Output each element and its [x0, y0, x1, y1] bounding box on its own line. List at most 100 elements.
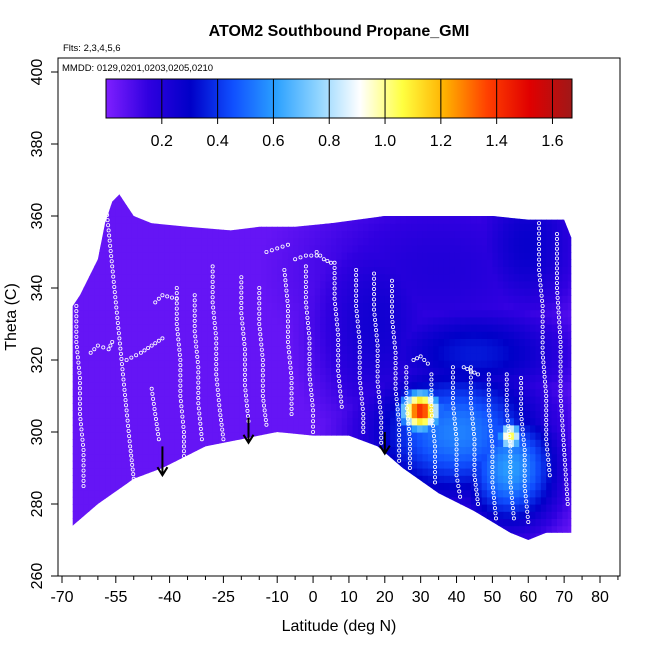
heatmap-cell — [223, 381, 230, 390]
heatmap-cell — [390, 453, 397, 462]
heatmap-cell — [438, 338, 445, 347]
heatmap-cell — [72, 496, 79, 505]
heatmap-cell — [374, 216, 381, 224]
heatmap-cell — [88, 338, 95, 347]
heatmap-cell — [357, 331, 364, 339]
heatmap-cell — [567, 244, 572, 253]
heatmap-cell — [417, 324, 424, 332]
heatmap-cell — [363, 309, 370, 318]
heatmap-cell — [530, 388, 537, 397]
heatmap-cell — [487, 504, 493, 512]
heatmap-cell — [470, 280, 477, 289]
heatmap-cell — [363, 280, 370, 289]
heatmap-cell — [218, 432, 224, 440]
heatmap-cell — [535, 496, 542, 505]
heatmap-cell — [137, 446, 144, 455]
heatmap-cell — [497, 468, 504, 476]
heatmap-cell — [180, 410, 187, 419]
heatmap-cell — [417, 381, 424, 390]
heatmap-cell — [487, 475, 493, 483]
heatmap-cell — [196, 417, 203, 426]
heatmap-cell — [293, 345, 300, 354]
heatmap-cell — [556, 338, 563, 347]
heatmap-cell — [427, 216, 434, 224]
heatmap-cell — [255, 273, 262, 282]
heatmap-cell — [567, 352, 572, 361]
heatmap-cell — [497, 259, 504, 267]
heatmap-cell — [400, 439, 407, 447]
heatmap-cell — [481, 302, 488, 311]
heatmap-cell — [395, 244, 402, 253]
heatmap-cell — [223, 367, 230, 375]
heatmap-cell — [105, 331, 112, 339]
heatmap-cell — [508, 273, 515, 282]
heatmap-cell — [336, 302, 343, 311]
heatmap-cell — [201, 360, 208, 368]
heatmap-cell — [481, 216, 488, 224]
heatmap-cell — [320, 302, 327, 311]
heatmap-cell — [314, 309, 321, 318]
heatmap-cell — [438, 216, 445, 224]
heatmap-cell — [481, 432, 488, 440]
heatmap-cell — [524, 244, 531, 253]
heatmap-cell — [347, 252, 354, 260]
heatmap-cell — [223, 295, 230, 303]
heatmap-cell — [368, 280, 375, 289]
heatmap-cell — [131, 439, 138, 447]
heatmap-cell — [218, 288, 224, 296]
heatmap-cell — [325, 367, 332, 375]
heatmap-cell — [196, 302, 203, 311]
heatmap-cell — [174, 374, 181, 383]
heatmap-cell — [524, 324, 531, 332]
heatmap-cell — [384, 367, 391, 375]
heatmap-cell — [535, 410, 542, 419]
heatmap-cell — [481, 439, 488, 447]
heatmap-cell — [540, 266, 547, 275]
heatmap-cell — [148, 288, 155, 296]
heatmap-cell — [562, 453, 569, 462]
heatmap-cell — [99, 295, 106, 303]
heatmap-cell — [540, 403, 547, 411]
heatmap-cell — [551, 288, 558, 296]
heatmap-cell — [126, 230, 133, 239]
heatmap-cell — [411, 266, 418, 275]
heatmap-cell — [438, 396, 445, 404]
heatmap-cell — [271, 388, 278, 397]
heatmap-cell — [567, 424, 572, 433]
heatmap-cell — [374, 295, 381, 303]
heatmap-cell — [271, 410, 278, 419]
heatmap-cell — [110, 432, 117, 440]
heatmap-cell — [99, 424, 106, 433]
heatmap-cell — [126, 410, 133, 419]
heatmap-cell — [287, 374, 294, 383]
heatmap-cell — [363, 230, 370, 239]
heatmap-cell — [142, 453, 149, 462]
heatmap-cell — [261, 259, 268, 267]
heatmap-cell — [239, 388, 246, 397]
heatmap-cell — [304, 388, 311, 397]
heatmap-cell — [287, 316, 294, 325]
heatmap-cell — [363, 367, 370, 375]
heatmap-cell — [487, 424, 493, 433]
heatmap-cell — [218, 237, 224, 246]
heatmap-cell — [390, 345, 397, 354]
heatmap-cell — [454, 410, 461, 419]
heatmap-cell — [465, 316, 472, 325]
heatmap-cell — [347, 316, 354, 325]
heatmap-cell — [470, 374, 477, 383]
heatmap-cell — [417, 417, 424, 426]
heatmap-cell — [524, 403, 531, 411]
heatmap-cell — [201, 244, 208, 253]
heatmap-cell — [503, 468, 510, 476]
heatmap-cell — [293, 280, 300, 289]
heatmap-cell — [320, 244, 327, 253]
heatmap-cell — [174, 410, 181, 419]
heatmap-cell — [131, 338, 138, 347]
heatmap-cell — [121, 439, 128, 447]
heatmap-cell — [121, 244, 128, 253]
heatmap-cell — [411, 446, 418, 455]
heatmap-cell — [535, 237, 542, 246]
heatmap-cell — [481, 496, 488, 505]
heatmap-cell — [357, 410, 364, 419]
heatmap-cell — [99, 446, 106, 455]
